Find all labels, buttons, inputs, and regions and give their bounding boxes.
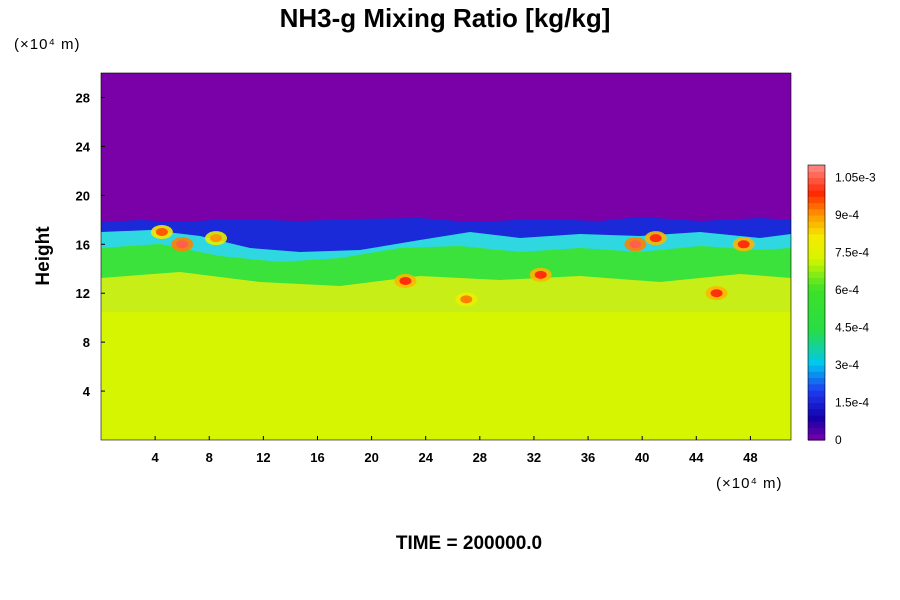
colorbar-segment xyxy=(808,340,825,347)
hotspot xyxy=(399,276,412,285)
x-tick-label: 36 xyxy=(581,450,595,465)
plot-frame xyxy=(100,72,792,441)
x-tick-label: 48 xyxy=(743,450,757,465)
x-tick-label: 20 xyxy=(364,450,378,465)
colorbar-tick-label: 1.05e-3 xyxy=(835,171,876,185)
x-unit-label: (×10⁴ m) xyxy=(716,475,783,492)
colorbar-segment xyxy=(808,233,825,241)
colorbar-segment xyxy=(808,208,825,216)
colorbar-tick-label: 0 xyxy=(835,433,842,447)
hotspot xyxy=(629,240,642,249)
colorbar-segment xyxy=(808,346,825,354)
colorbar-segment xyxy=(808,333,825,341)
colorbar-segment xyxy=(808,265,825,272)
y-tick-label: 16 xyxy=(76,237,90,252)
colorbar-segment xyxy=(808,433,825,441)
colorbar-segment xyxy=(808,352,825,360)
x-tick-label: 44 xyxy=(689,450,704,465)
colorbar xyxy=(807,164,826,441)
colorbar-segment xyxy=(808,246,825,254)
colorbar-segment xyxy=(808,215,825,222)
x-tick-label: 24 xyxy=(418,450,433,465)
colorbar-segment xyxy=(808,183,825,191)
colorbar-segment xyxy=(808,258,825,266)
y-tick-label: 24 xyxy=(76,139,91,154)
x-tick-label: 28 xyxy=(473,450,487,465)
colorbar-segment xyxy=(808,358,825,366)
y-tick-label: 28 xyxy=(76,90,90,105)
hotspots-layer xyxy=(150,225,755,307)
colorbar-segment xyxy=(808,377,825,385)
colorbar-segment xyxy=(808,177,825,185)
colorbar-tick-label: 4.5e-4 xyxy=(835,321,869,335)
colorbar-segment xyxy=(808,383,825,391)
colorbar-segment xyxy=(808,221,825,229)
x-tick-label: 4 xyxy=(152,450,160,465)
y-tick-label: 8 xyxy=(83,335,90,350)
y-axis-ticks: 4 8 12 16 20 24 28 xyxy=(76,90,105,399)
colorbar-segment xyxy=(808,277,825,285)
hotspot xyxy=(649,234,662,243)
colorbar-segment xyxy=(808,365,825,372)
x-tick-label: 40 xyxy=(635,450,649,465)
colorbar-segment xyxy=(808,371,825,379)
colorbar-segment xyxy=(808,196,825,204)
chart-title: NH3-g Mixing Ratio [kg/kg] xyxy=(280,3,611,33)
y-tick-label: 4 xyxy=(83,384,91,399)
colorbar-tick-label: 7.5e-4 xyxy=(835,246,869,260)
colorbar-segment xyxy=(808,390,825,397)
x-tick-label: 12 xyxy=(256,450,270,465)
colorbar-segment xyxy=(808,227,825,235)
hotspot xyxy=(710,289,723,298)
colorbar-segment xyxy=(808,308,825,316)
colorbar-segment xyxy=(808,271,825,279)
colorbar-segment xyxy=(808,427,825,435)
colorbar-segment xyxy=(808,415,825,422)
y-tick-label: 20 xyxy=(76,188,90,203)
colorbar-tick-label: 6e-4 xyxy=(835,283,859,297)
hotspot xyxy=(737,240,750,249)
colorbar-segment xyxy=(808,290,825,297)
colorbar-segment xyxy=(808,190,825,197)
colorbar-segment xyxy=(808,402,825,410)
colorbar-segment xyxy=(808,296,825,304)
y-unit-label: (×10⁴ m) xyxy=(14,36,81,53)
colorbar-tick-label: 3e-4 xyxy=(835,358,859,372)
hotspot xyxy=(176,240,189,249)
colorbar-segment xyxy=(808,327,825,335)
y-axis-label: Height xyxy=(33,226,54,286)
colorbar-segment xyxy=(808,396,825,404)
colorbar-frame xyxy=(807,164,826,441)
plot-area xyxy=(100,72,792,441)
hotspot xyxy=(155,228,168,237)
lower-layer-fill xyxy=(101,300,791,440)
colorbar-segment xyxy=(808,421,825,429)
x-axis-ticks: 4 8 12 16 20 24 28 32 36 40 44 48 xyxy=(152,436,758,465)
colorbar-tick-label: 1.5e-4 xyxy=(835,396,869,410)
hotspot xyxy=(460,295,473,304)
colorbar-segment xyxy=(808,408,825,416)
x-tick-label: 16 xyxy=(310,450,324,465)
colorbar-segment xyxy=(808,315,825,322)
y-tick-label: 12 xyxy=(76,286,90,301)
colorbar-tick-label: 9e-4 xyxy=(835,208,859,222)
colorbar-segment xyxy=(808,165,825,172)
colorbar-segment xyxy=(808,240,825,247)
time-label: TIME = 200000.0 xyxy=(396,533,542,554)
colorbar-ticks: 0 1.5e-4 3e-4 4.5e-4 6e-4 7.5e-4 9e-4 1.05e-3 xyxy=(835,171,876,448)
x-tick-label: 32 xyxy=(527,450,541,465)
x-tick-label: 8 xyxy=(206,450,213,465)
colorbar-segment xyxy=(808,283,825,291)
hotspot xyxy=(210,234,222,243)
colorbar-segment xyxy=(808,171,825,179)
hotspot xyxy=(534,270,547,279)
colorbar-segment xyxy=(808,302,825,310)
colorbar-segment xyxy=(808,321,825,329)
colorbar-segment xyxy=(808,202,825,210)
band-yellowgreen xyxy=(101,272,791,312)
colorbar-segment xyxy=(808,252,825,260)
